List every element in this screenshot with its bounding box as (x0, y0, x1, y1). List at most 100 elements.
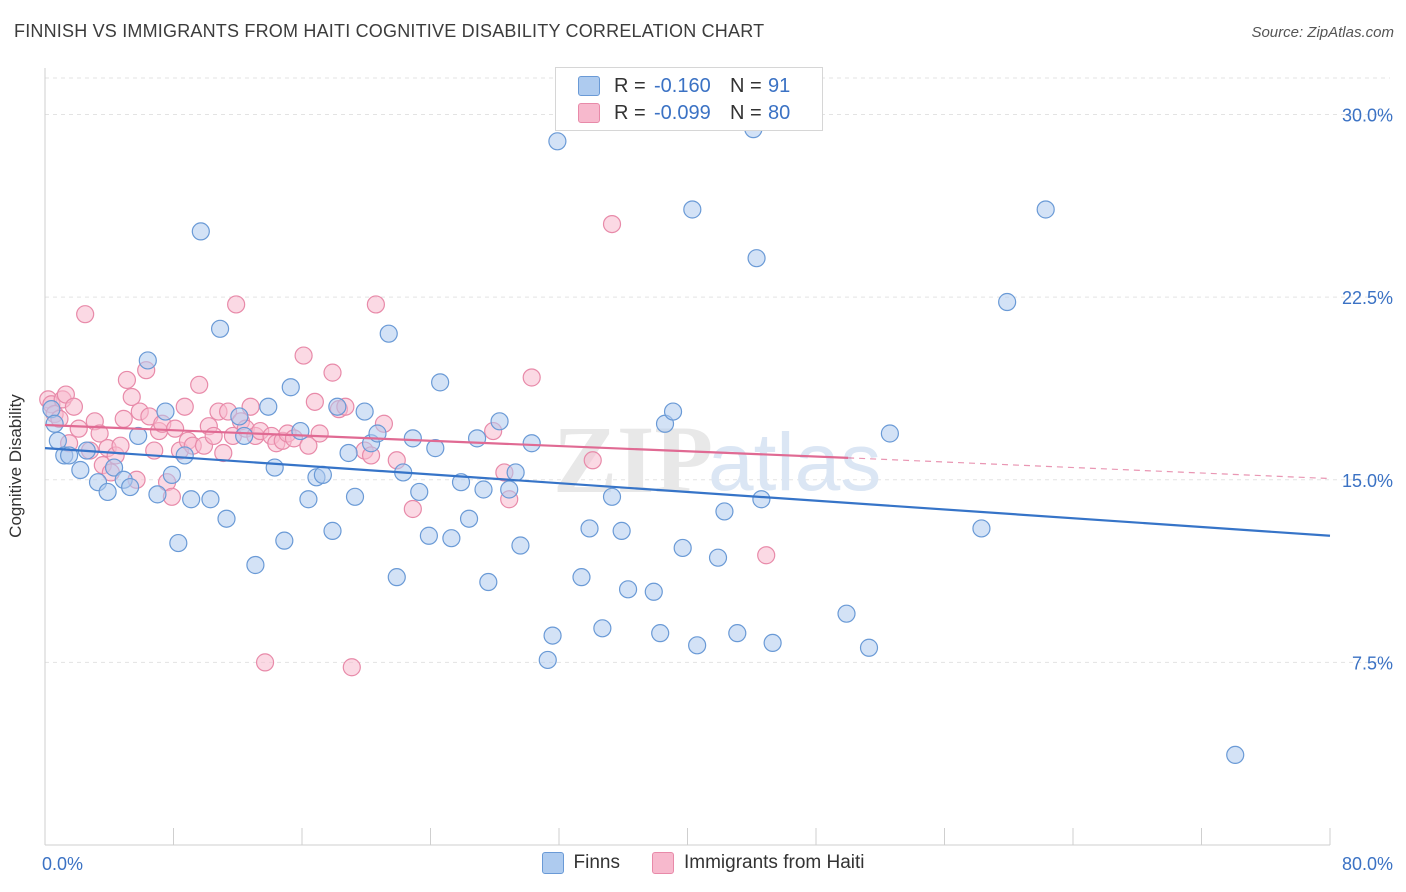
finns-point (210, 319, 230, 338)
haiti-swatch (578, 103, 600, 123)
finns-point (59, 446, 79, 465)
finns-points (42, 120, 1245, 765)
haiti-point (69, 419, 88, 438)
finns-point (451, 473, 471, 492)
legend-label-finns: Finns (573, 852, 620, 873)
finns-point (259, 397, 278, 416)
grid-lines (45, 77, 1390, 663)
haiti-point (90, 424, 109, 443)
finns-point (201, 490, 220, 509)
finns-point (474, 480, 493, 499)
finns-point (548, 132, 567, 151)
finns-point (191, 222, 210, 241)
y-tick-label: 7.5% (1352, 653, 1393, 673)
legend-item-finns: Finns (541, 852, 620, 874)
finns-point (1226, 745, 1245, 765)
finns-point (880, 424, 899, 443)
finns-point (339, 443, 358, 463)
finns-point (442, 529, 461, 548)
legend-label-haiti: Immigrants from Haiti (683, 852, 865, 873)
legend-row-haiti: R = -0.099 N = 80 (578, 101, 790, 125)
finns-point (104, 458, 124, 477)
finns-point (506, 463, 525, 482)
finns-point (612, 521, 631, 540)
finns-point (747, 249, 766, 268)
watermark: ZIP atlas (553, 406, 881, 513)
finns-point (715, 502, 734, 521)
finns-point (230, 407, 249, 426)
finns-point (162, 465, 181, 484)
finns-point (683, 200, 702, 219)
finns-point (175, 446, 194, 465)
finns-point (511, 536, 530, 555)
r-value: -0.160 (654, 74, 711, 97)
finns-point (644, 582, 663, 601)
trend-lines (44, 423, 1331, 537)
correlation-legend: R = -0.160 N = 91 R = -0.099 N = 80 (555, 67, 823, 131)
finns-point (572, 568, 591, 587)
y-tick-label: 15.0% (1342, 471, 1393, 491)
watermark-atlas: atlas (708, 417, 881, 508)
finns-point (859, 638, 879, 657)
n-value: 91 (768, 74, 791, 97)
finns-point (148, 485, 167, 504)
finns-point (323, 521, 342, 540)
finns-point (235, 426, 254, 446)
finns-point (281, 378, 300, 397)
tick-labels: 7.5% 15.0% 22.5% 30.0% 0.0% 80.0% (42, 106, 1393, 874)
haiti-point (190, 375, 209, 394)
haiti-point (522, 368, 541, 387)
haiti-swatch (651, 852, 674, 874)
finns-point (708, 548, 728, 567)
finns-point (45, 414, 64, 433)
finns-point (538, 650, 557, 670)
haiti-point (111, 436, 130, 455)
finns-point (728, 624, 747, 643)
haiti-trend-extension (848, 457, 1331, 480)
haiti-point (175, 397, 194, 416)
haiti-point (166, 419, 185, 438)
r-value: -0.099 (654, 101, 711, 124)
haiti-point (602, 214, 622, 234)
n-label: N = (730, 74, 762, 97)
finns-point (291, 421, 310, 441)
x-tick-label: 80.0% (1342, 854, 1393, 874)
haiti-point (64, 397, 84, 416)
finns-point (479, 572, 498, 592)
chart-title: FINNISH VS IMMIGRANTS FROM HAITI COGNITI… (14, 21, 765, 41)
finns-point (355, 402, 374, 421)
finns-trend-line (44, 447, 1331, 537)
finns-point (673, 538, 692, 558)
finns-point (1036, 200, 1055, 219)
n-value: 80 (768, 101, 791, 124)
haiti-point (76, 305, 95, 324)
n-label: N = (730, 101, 762, 124)
finns-point (345, 487, 365, 506)
finns-point (467, 429, 487, 448)
finns-point (71, 460, 90, 480)
finns-point (299, 490, 318, 509)
finns-point (543, 626, 562, 645)
finns-point (379, 324, 398, 343)
haiti-point (227, 295, 246, 314)
source-label: Source: ZipAtlas.com (1251, 24, 1394, 41)
finns-point (246, 555, 265, 575)
finns-point (129, 426, 148, 446)
haiti-point (117, 370, 137, 390)
haiti-point (323, 363, 342, 382)
finns-point (651, 624, 670, 643)
finns-point (313, 465, 332, 484)
haiti-point (366, 295, 385, 314)
y-tick-label: 30.0% (1342, 106, 1393, 126)
finns-point (602, 487, 622, 506)
finns-point (837, 604, 856, 623)
x-tick-label: 0.0% (42, 854, 83, 874)
finns-point (156, 402, 175, 421)
watermark-zip: ZIP (553, 406, 713, 513)
finns-point (688, 636, 707, 655)
finns-point (500, 480, 519, 499)
haiti-point (305, 392, 324, 411)
finns-point (522, 434, 541, 453)
finns-swatch (578, 76, 600, 96)
